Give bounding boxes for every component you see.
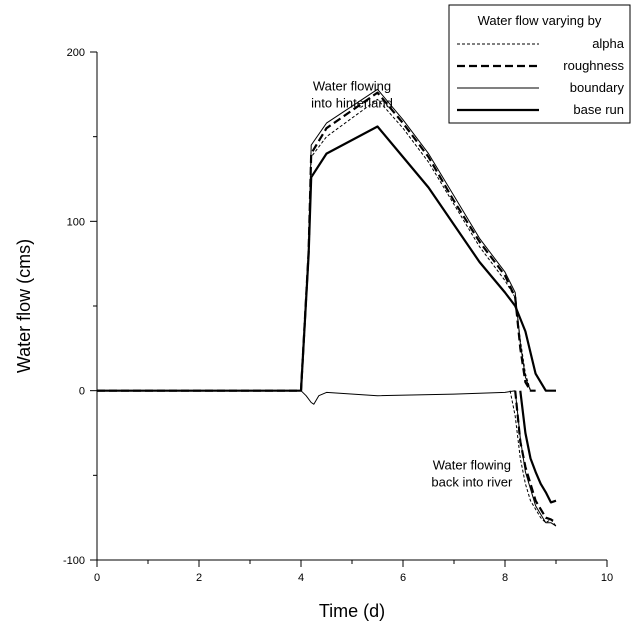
chart-annotations: Water flowing into hinterland Water flowin… (311, 78, 513, 489)
x-axis-title: Time (d) (319, 601, 385, 621)
series-line-segment (97, 88, 536, 392)
legend-entry-label: boundary (570, 80, 625, 95)
legend-entry-label: roughness (563, 58, 624, 73)
x-tick-label: 10 (601, 572, 613, 584)
series-roughness (97, 91, 557, 524)
y-tick-label: 0 (79, 386, 85, 398)
series-line-segment (514, 390, 557, 524)
series-line-segment (97, 125, 556, 392)
y-tick-label: 200 (67, 47, 85, 59)
legend-entry-label: base run (573, 102, 624, 117)
series-line-segment (509, 390, 557, 527)
x-tick-label: 0 (94, 572, 100, 584)
annotation-line-1: Water flowing (313, 78, 391, 93)
series-line-segment (300, 390, 516, 405)
series-base-run (97, 125, 557, 504)
annotation-line-1: Water flowing (433, 458, 511, 473)
legend-title: Water flow varying by (478, 13, 602, 28)
series-alpha (97, 98, 557, 527)
annotation-line-2: back into river (431, 475, 513, 490)
series-line-segment (97, 91, 536, 392)
x-tick-label: 6 (400, 572, 406, 584)
x-tick-label: 2 (196, 572, 202, 584)
series-line-segment (519, 390, 557, 504)
legend-box (448, 4, 631, 124)
x-tick-label: 8 (502, 572, 508, 584)
y-axis-title: Water flow (cms) (14, 239, 34, 373)
series-line-segment (514, 390, 557, 527)
chart-series-layer (97, 88, 557, 527)
series-line-segment (97, 98, 536, 392)
y-tick-label: -100 (63, 555, 85, 567)
chart-axes: 0 2 4 6 8 10 -100 0 100 200 Time (d) Water flow (cm… (14, 47, 613, 621)
y-tick-label: 100 (67, 216, 85, 228)
annotation-line-2: into hinterland (311, 95, 393, 110)
legend-entry-label: alpha (592, 36, 625, 51)
chart-legend: Water flow varying by alpha roughness bound… (448, 4, 631, 124)
x-tick-label: 4 (298, 572, 304, 584)
